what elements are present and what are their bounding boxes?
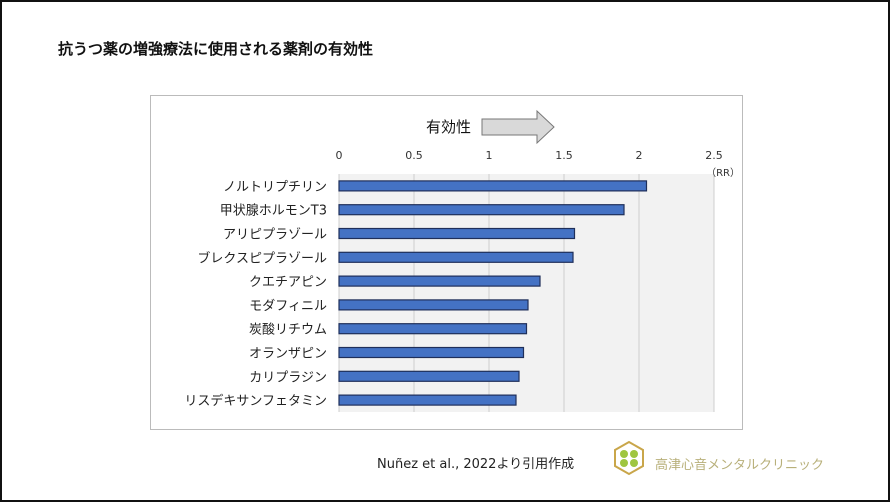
x-tick-label: 2 [636, 149, 643, 162]
x-tick-label: 2.5 [705, 149, 723, 162]
category-label: 炭酸リチウム [249, 323, 327, 338]
category-label: モダフィニル [249, 299, 327, 314]
bar [338, 370, 520, 382]
category-label: 甲状腺ホルモンT3 [220, 204, 327, 219]
category-label: アリピプラゾール [223, 228, 327, 243]
category-label: クエチアピン [249, 275, 327, 290]
clinic-name: 高津心音メンタルクリニック [655, 458, 825, 473]
source-citation: Nuñez et al., 2022より引用作成 [377, 457, 575, 472]
bar [338, 204, 625, 216]
x-tick-label: 0 [336, 149, 343, 162]
arrow-right-icon [481, 109, 555, 145]
category-label: オランザピン [249, 347, 327, 362]
bar [338, 323, 528, 335]
hexagon-logo-icon [614, 440, 644, 476]
category-label: カリプラジン [249, 370, 327, 385]
category-label: ブレクスピプラゾール [197, 250, 327, 266]
x-tick-label: 1 [486, 149, 493, 162]
x-tick-label: 1.5 [555, 149, 573, 162]
bar [338, 251, 574, 263]
bar [338, 275, 541, 287]
bar [338, 299, 529, 311]
bar [338, 394, 517, 406]
bar [338, 227, 576, 240]
category-label: ノルトリプチリン [223, 180, 327, 195]
bar [338, 346, 525, 359]
bar [338, 180, 648, 192]
category-label: リスデキサンフェタミン [184, 393, 327, 409]
x-unit-label: （RR） [706, 167, 740, 179]
slide-title: 抗うつ薬の増強療法に使用される薬剤の有効性 [58, 40, 374, 58]
x-tick-label: 0.5 [405, 149, 423, 162]
arrow-label: 有効性 [426, 118, 472, 136]
